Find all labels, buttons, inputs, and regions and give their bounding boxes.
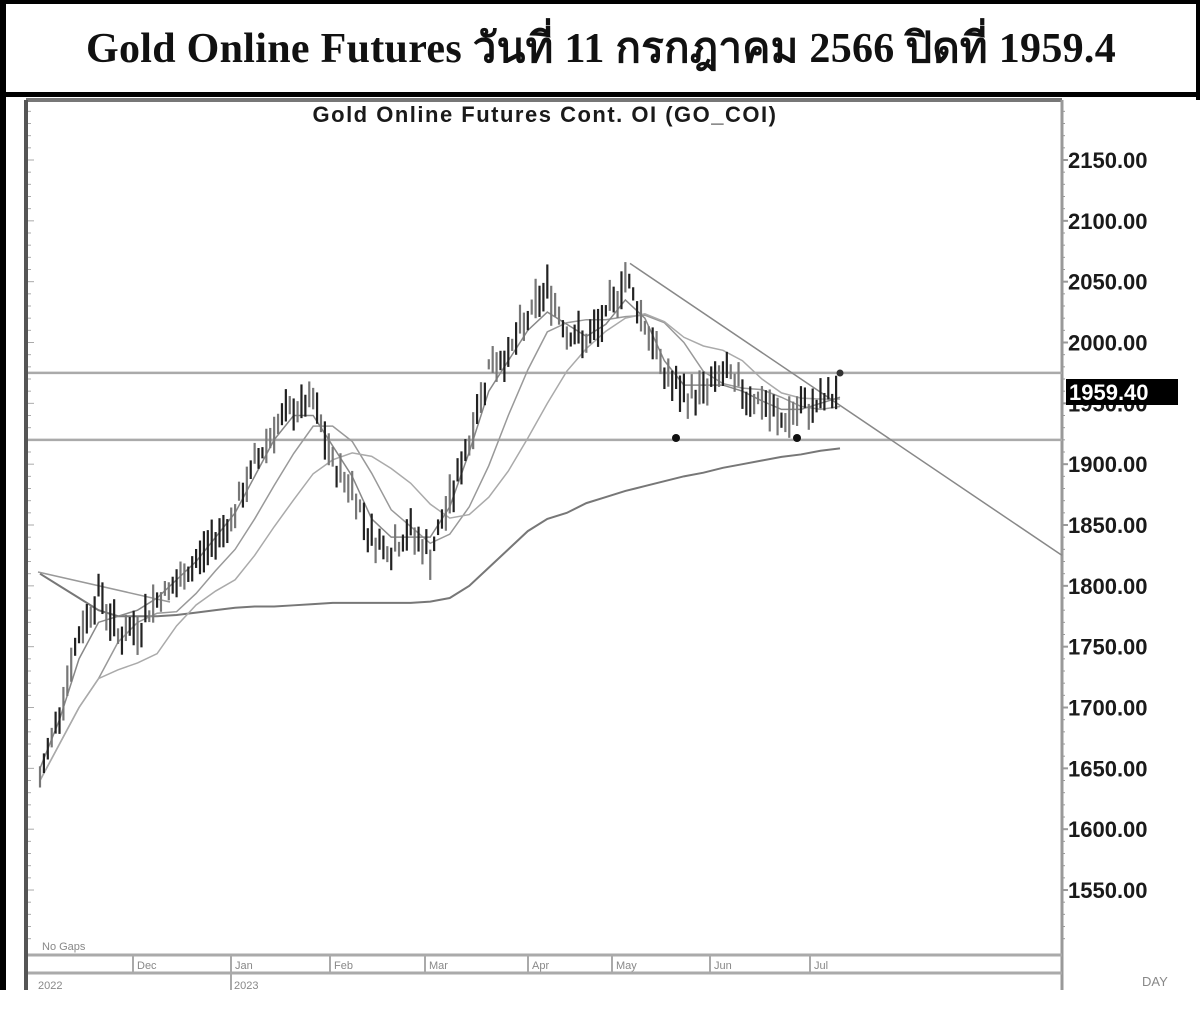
- moving-average-mid2-line: [39, 313, 841, 781]
- last-price-label: 1959.40: [1069, 380, 1149, 405]
- last-price-badge: [1066, 379, 1178, 405]
- y-tick-label: 2150.00: [1068, 148, 1148, 173]
- y-tick-label: 1750.00: [1068, 635, 1148, 660]
- support-marker: [793, 434, 801, 442]
- y-tick-label: 2000.00: [1068, 331, 1148, 356]
- y-tick-label: 1800.00: [1068, 574, 1148, 599]
- x-tick-label: Dec: [137, 960, 157, 972]
- downtrend-line: [629, 262, 1063, 557]
- early-trendline: [37, 571, 171, 603]
- x-axis-labels: Dec Jan Feb Mar Apr May Jun Jul: [132, 955, 828, 990]
- y-axis-labels: 2150.002100.002050.002000.001950.001900.…: [1068, 148, 1148, 903]
- chart-container: Gold Online Futures Cont. OI (GO_COI) 21…: [0, 97, 1200, 997]
- right-axis-ticks: [1062, 110, 1068, 940]
- y-tick-label: 1700.00: [1068, 696, 1148, 721]
- x-tick-label: Feb: [334, 960, 353, 972]
- moving-average-mid-line: [39, 314, 841, 781]
- year-label: 2023: [234, 980, 258, 992]
- x-tick-label: Apr: [532, 960, 549, 972]
- frame-top: [0, 0, 1200, 4]
- y-tick-label: 2050.00: [1068, 270, 1148, 295]
- period-label: DAY: [1142, 974, 1168, 989]
- x-tick-label: Jun: [714, 960, 732, 972]
- y-tick-label: 1900.00: [1068, 452, 1148, 477]
- no-gaps-note: No Gaps: [42, 941, 86, 953]
- title-divider: [0, 92, 1200, 97]
- y-tick-label: 1600.00: [1068, 817, 1148, 842]
- frame-right: [1196, 0, 1200, 100]
- chart-title: Gold Online Futures Cont. OI (GO_COI): [313, 102, 778, 127]
- x-tick-label: Mar: [429, 960, 448, 972]
- price-chart: Gold Online Futures Cont. OI (GO_COI) 21…: [24, 98, 1178, 992]
- y-tick-label: 2100.00: [1068, 209, 1148, 234]
- x-tick-label: Jan: [235, 960, 253, 972]
- year-label: 2022: [38, 980, 62, 992]
- moving-average-long-line: [39, 447, 841, 618]
- x-tick-label: May: [616, 960, 637, 972]
- support-marker: [672, 434, 680, 442]
- page-title-bar: Gold Online Futures วันที่ 11 กรกฎาคม 25…: [6, 4, 1196, 92]
- y-tick-label: 1550.00: [1068, 878, 1148, 903]
- left-axis-ticks: [28, 110, 34, 940]
- y-tick-label: 1850.00: [1068, 513, 1148, 538]
- frame-left: [0, 0, 6, 990]
- x-tick-label: Jul: [814, 960, 828, 972]
- page-title: Gold Online Futures วันที่ 11 กรกฎาคม 25…: [85, 26, 1117, 72]
- y-tick-label: 1650.00: [1068, 756, 1148, 781]
- resistance-marker: [836, 369, 844, 377]
- price-bars: [38, 262, 838, 788]
